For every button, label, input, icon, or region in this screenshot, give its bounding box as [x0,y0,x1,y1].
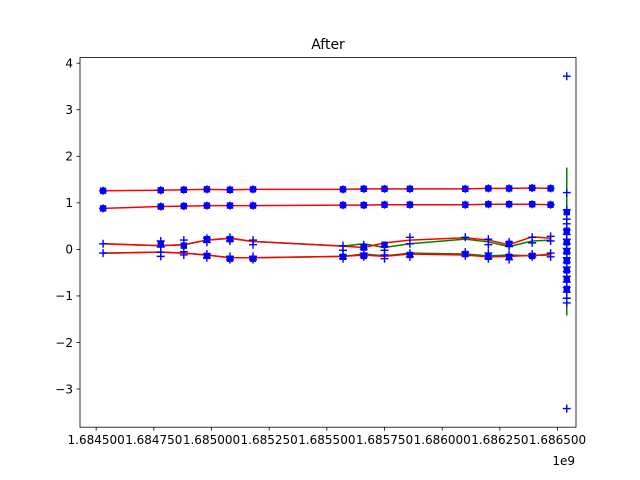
series-2-plus-point [99,204,108,213]
x-tick-label: 1.686250 [471,433,528,447]
square-point [528,252,536,260]
outlier-point [562,404,571,413]
series-2-plus-point [461,200,470,209]
x-tick-label: 1.685000 [183,433,240,447]
outlier-point [562,72,571,81]
series-1-plus-point [156,186,165,195]
series-1-plus-point [359,184,368,193]
series-1-plus-point [546,184,555,193]
outlier-square-point [563,285,570,293]
y-tick-label: 4 [65,56,73,70]
series-2-plus-point [249,201,258,210]
scatter-point [179,250,188,259]
axis-layer: 1.684500 1.684750 1.685000 1.685250 1.685500… [55,56,586,447]
square-point [226,255,234,262]
series-2-plus-point [528,200,537,209]
series-1-plus-point [380,184,389,193]
series-1-plus-point [461,184,470,193]
square-point [249,255,257,262]
scatter-point [546,252,555,261]
series-2-plus-point [546,200,555,209]
marker-layer [99,72,571,413]
plot-frame [79,57,577,428]
series-2-plus-point [202,201,211,210]
series-2-plus-point [338,201,347,210]
outlier-point [562,188,571,197]
square-point [157,240,164,247]
series-1-plus-point [338,185,347,194]
square-point [505,240,513,247]
scatter-point [156,252,165,261]
series-1-plus-point [202,185,211,194]
outlier-square-point [563,276,570,283]
square-point [226,235,234,243]
y-tick-label: −3 [55,382,73,396]
square-point [203,235,211,243]
scatter-point [484,240,493,249]
series-2-plus-point [405,200,414,209]
series-2-plus-point [179,202,188,211]
outlier-square-point [563,227,570,234]
scatter-point [546,237,555,246]
square-point [203,252,211,260]
series-1-plus-point [484,184,493,193]
y-tick-label: 0 [65,243,73,257]
series-1-plus-point [225,185,234,194]
chart-title: After [311,37,345,53]
series-1-plus-point [405,184,414,193]
outlier-square-point [563,257,570,265]
y-tick-label: −2 [55,336,73,350]
series-1-plus-point [99,186,108,195]
y-tick-label: −1 [55,289,73,303]
square-point [180,242,188,249]
x-tick-label: 1.686500 [529,433,586,447]
outlier-square-point [563,267,570,274]
series-2-plus-point [359,201,368,210]
series-1-plus-point [249,185,258,194]
x-tick-label: 1.684500 [68,433,125,447]
series-2-plus-point [484,200,493,209]
square-point [406,251,414,259]
x-tick-label: 1.684750 [125,433,182,447]
outlier-square-point [563,239,570,246]
x-tick-label: 1.685250 [241,433,298,447]
series-1-plus-point [505,184,514,193]
square-point [462,250,469,258]
scatter-point [99,239,108,248]
outlier-square-point [563,248,570,255]
square-point [360,252,367,260]
x-tick-label: 1.685500 [298,433,355,447]
square-point [485,253,492,261]
x-tick-label: 1.685750 [356,433,413,447]
series-1-plus-point [179,185,188,194]
scatter-point [405,239,414,248]
series-2-plus-point [156,202,165,211]
x-tick-label: 1.686000 [414,433,471,447]
scatter-point [380,254,389,263]
y-tick-label: 2 [65,150,73,164]
scatter-point [99,249,108,258]
series-1-plus-point [528,183,537,192]
square-point [381,241,388,248]
y-tick-label: 3 [65,103,73,117]
square-point [360,244,367,251]
outlier-square-point [563,208,570,216]
scatter-point [528,238,537,247]
x-axis-offset-label: 1e9 [552,454,575,468]
square-point [339,253,347,261]
series-2-plus-point [225,201,234,210]
square-point [505,253,513,261]
scatter-point [249,240,258,249]
outlier-point [562,298,571,307]
series-2-plus-point [505,200,514,209]
series-2-plus-point [380,200,389,209]
y-tick-label: 1 [65,196,73,210]
scatter-point [461,233,470,242]
